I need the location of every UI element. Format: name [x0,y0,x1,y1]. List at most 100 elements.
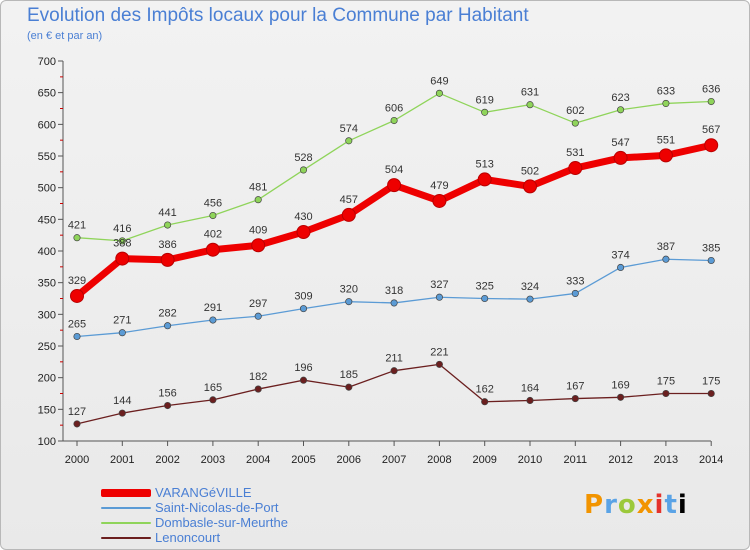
data-label: 291 [204,302,222,314]
x-tick-label: 2007 [382,454,406,466]
data-point [115,251,130,266]
legend-item: Saint-Nicolas-de-Port [101,500,288,515]
data-point [481,108,489,116]
data-point [118,237,126,245]
data-point [73,234,81,242]
data-point [251,238,266,253]
data-point [613,150,628,165]
data-label: 271 [113,315,131,327]
data-point [164,322,172,330]
x-tick-label: 2009 [472,454,496,466]
y-tick-label: 300 [38,309,56,321]
data-label: 602 [566,105,584,117]
data-label: 309 [294,291,312,303]
data-point [254,196,262,204]
data-point [704,138,719,153]
data-label: 265 [68,319,86,331]
data-point [341,207,356,222]
data-point [662,389,670,398]
data-label: 416 [113,223,131,235]
proxiti-logo: Proxiti [584,490,688,520]
x-tick-label: 2006 [337,454,361,466]
data-label: 162 [476,384,494,396]
data-label: 531 [566,147,584,159]
data-label: 127 [68,406,86,418]
data-label: 318 [385,285,403,297]
legend-item: Dombasle-sur-Meurthe [101,515,288,530]
data-label: 387 [657,241,675,253]
data-label: 513 [476,158,494,170]
data-point [345,298,353,306]
data-point [160,252,175,267]
data-point [254,385,262,393]
x-tick-label: 2004 [246,454,270,466]
data-point [209,211,217,220]
legend-swatch [101,488,151,497]
x-tick-label: 2012 [608,454,632,466]
data-label: 211 [385,353,403,365]
data-point [523,179,537,194]
data-point [118,409,126,417]
data-point [73,420,81,428]
data-label: 457 [340,194,358,206]
x-tick-label: 2008 [427,454,451,466]
data-point [526,101,534,109]
data-point [526,396,534,405]
data-label: 547 [611,137,629,149]
data-label: 574 [340,123,358,135]
data-label: 633 [657,85,675,97]
data-point [571,395,579,403]
data-point [164,221,172,229]
x-tick-label: 2013 [654,454,678,466]
data-label: 606 [385,103,403,115]
data-label: 619 [476,94,494,106]
y-tick-label: 650 [38,88,56,100]
data-label: 297 [249,298,267,310]
data-label: 221 [430,346,448,358]
data-point [571,119,579,127]
data-label: 409 [249,224,267,236]
data-label: 329 [68,275,86,287]
data-label: 479 [430,180,448,192]
x-tick-label: 2000 [65,454,89,466]
data-point [526,295,534,303]
y-tick-label: 550 [38,151,56,163]
data-point [481,294,489,303]
data-label: 196 [294,362,312,374]
data-point [617,263,625,272]
legend: VARANGéVILLE Saint-Nicolas-de-Port Dombasl… [101,485,288,545]
legend-item: Lenoncourt [101,530,288,545]
data-point [617,393,625,401]
data-label: 551 [657,134,675,146]
data-label: 333 [566,275,584,287]
data-label: 649 [430,75,448,87]
data-point [658,148,673,163]
data-point [435,293,443,301]
data-label: 325 [476,281,494,293]
data-label: 175 [657,376,675,388]
data-point [387,178,402,193]
data-point [435,89,443,97]
data-label: 324 [521,281,539,293]
data-label: 441 [158,207,176,219]
chart-title: Evolution des Impôts locaux pour la Comm… [27,5,529,26]
legend-swatch [101,521,151,524]
y-tick-label: 250 [38,341,56,353]
data-label: 504 [385,164,403,176]
chart-subtitle: (en € et par an) [27,30,103,42]
data-point [707,389,715,398]
data-label: 402 [204,229,222,241]
data-point [209,316,217,324]
legend-label: Dombasle-sur-Meurthe [155,515,288,530]
data-label: 385 [702,243,720,255]
data-label: 165 [204,382,222,394]
legend-label: Lenoncourt [155,530,221,545]
data-point [390,299,398,307]
data-label: 430 [294,211,312,223]
data-label: 185 [340,369,358,381]
data-label: 169 [611,379,629,391]
data-point [296,225,311,239]
legend-label: VARANGéVILLE [155,485,252,500]
data-label: 182 [249,371,267,383]
x-tick-label: 2005 [291,454,315,466]
